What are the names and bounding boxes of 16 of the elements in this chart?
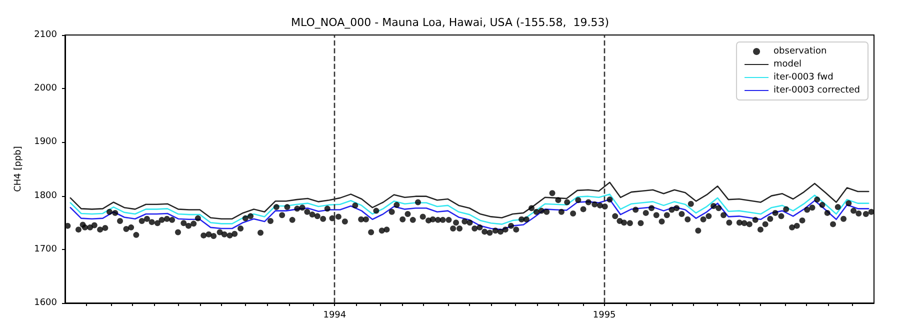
legend-label: model [774,60,802,70]
chart-title: MLO_NOA_000 - Mauna Loa, Hawai, USA (-155.58, 19.53) [291,16,609,29]
legend-label: observation [774,46,827,56]
y-tick-label: 1600 [34,298,58,308]
y-axis-title: CH4 [ppb] [14,146,24,192]
x-tick-label: 1995 [592,310,616,320]
y-tick-label: 1900 [34,137,58,148]
legend-label: iter-0003 fwd [774,72,834,82]
legend-label: iter-0003 corrected [774,86,860,96]
x-tick-label: 1994 [323,310,346,320]
line-series [70,182,870,220]
y-tick-label: 1800 [34,190,58,201]
line-series [70,194,870,225]
y-tick-label: 2000 [34,84,58,94]
y-tick-label: 1700 [34,244,58,254]
y-tick-label: 2100 [34,30,58,40]
